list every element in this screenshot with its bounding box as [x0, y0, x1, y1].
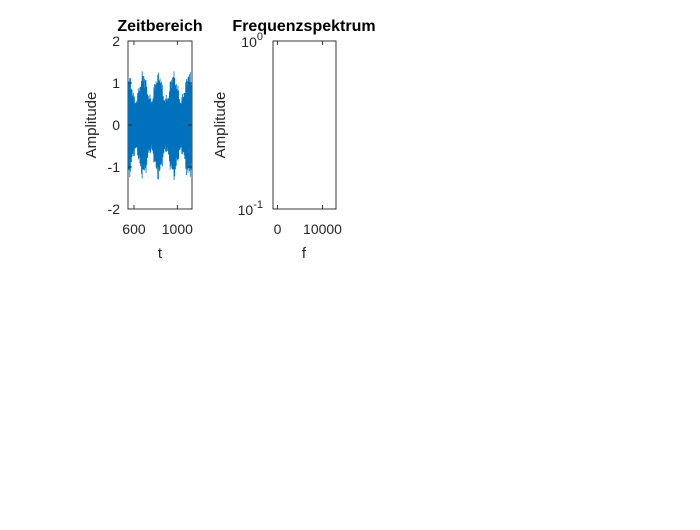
- axes-frequenzspektrum-box: [272, 40, 337, 210]
- axes-frequenzspektrum-ylabel: Amplitude: [212, 92, 229, 159]
- xtick-label: 1000: [162, 221, 193, 237]
- ytick-exponent: 0: [257, 31, 263, 43]
- axes-frequenzspektrum-xticks: 0 10000: [274, 41, 342, 237]
- signal-line: [128, 71, 192, 180]
- axes-zeitbereich-series: [128, 71, 192, 180]
- ytick-exponent: -1: [253, 199, 263, 211]
- ytick-label: 100: [241, 31, 263, 50]
- axes-zeitbereich-yticks: 2 1 0 -1 -2: [108, 33, 192, 217]
- axes-zeitbereich-title: Zeitbereich: [117, 18, 202, 35]
- axes-frequenzspektrum: Frequenzspektrum 100 10-1 0 10000 f Amplit…: [212, 18, 376, 262]
- ytick-label: 0: [112, 117, 120, 133]
- axes-zeitbereich: Zeitbereich 2 1 0 -1 -2 600 1000 t Amplitude: [83, 18, 203, 262]
- xtick-label: 0: [274, 221, 282, 237]
- ytick-label: 2: [112, 33, 120, 49]
- xtick-label: 10000: [303, 221, 342, 237]
- axes-zeitbereich-ylabel: Amplitude: [83, 92, 100, 159]
- ytick-label: -1: [108, 159, 121, 175]
- ytick-label: 10-1: [238, 199, 263, 218]
- xtick-label: 600: [122, 221, 146, 237]
- axes-zeitbereich-xlabel: t: [158, 245, 163, 262]
- axes-zeitbereich-xticks: 600 1000: [122, 41, 193, 237]
- ytick-label: -2: [108, 201, 121, 217]
- axes-frequenzspektrum-xlabel: f: [302, 245, 307, 262]
- axes-frequenzspektrum-title: Frequenzspektrum: [232, 18, 375, 35]
- ytick-label: 1: [112, 75, 120, 91]
